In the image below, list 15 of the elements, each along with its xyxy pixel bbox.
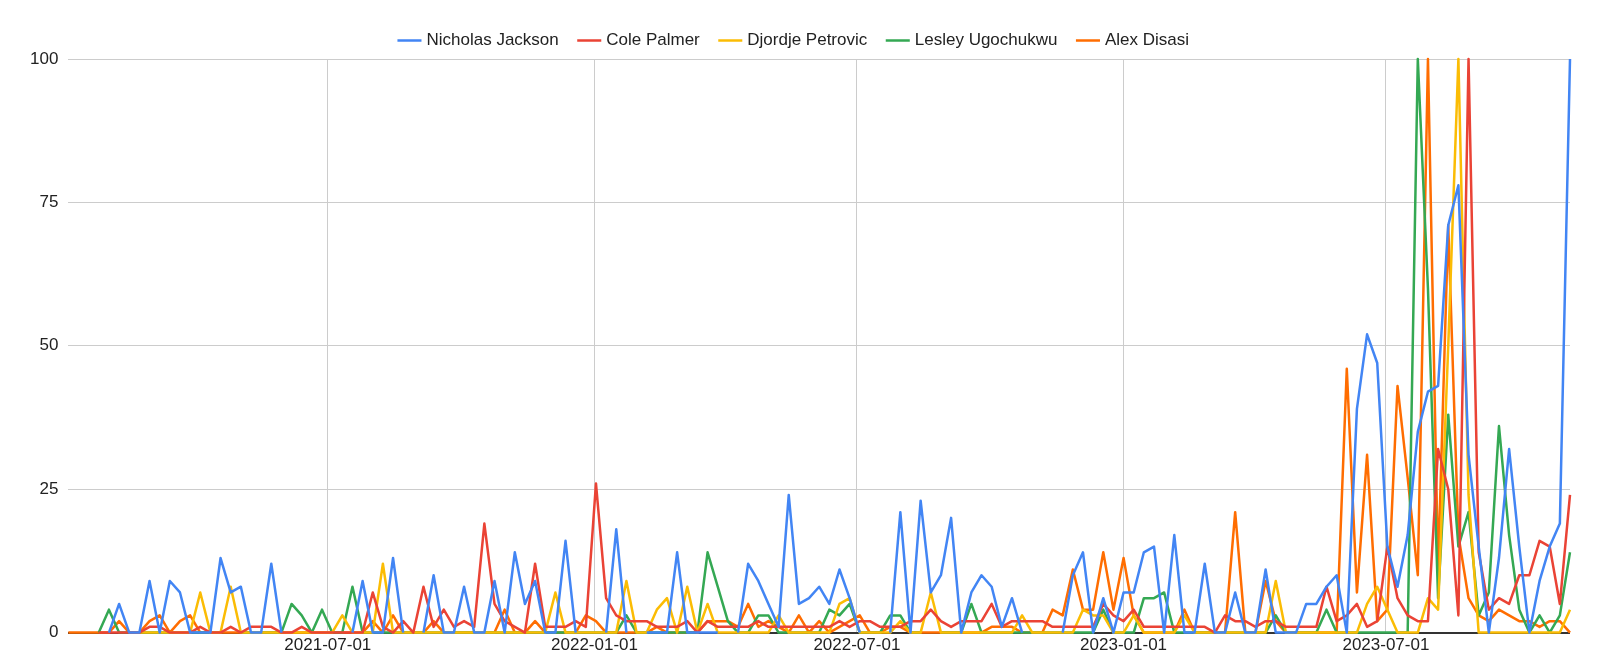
x-tick-label: 2023-07-01 <box>1342 635 1430 655</box>
legend-label: Alex Disasi <box>1104 30 1190 50</box>
y-tick-label: 75 <box>39 192 59 212</box>
x-tick-label: 2021-07-01 <box>284 635 372 655</box>
legend-label: Cole Palmer <box>606 30 701 50</box>
y-tick-label: 0 <box>48 622 59 642</box>
legend-label: Lesley Ugochukwu <box>914 30 1058 50</box>
y-tick-label: 100 <box>29 48 59 68</box>
y-tick-label: 25 <box>39 478 59 498</box>
y-tick-label: 50 <box>39 335 59 355</box>
x-tick-label: 2022-07-01 <box>813 635 901 655</box>
legend-label: Djordje Petrovic <box>747 30 868 50</box>
x-tick-label: 2022-01-01 <box>551 635 638 655</box>
legend-label: Nicholas Jackson <box>426 30 559 50</box>
x-tick-label: 2023-01-01 <box>1080 635 1168 655</box>
